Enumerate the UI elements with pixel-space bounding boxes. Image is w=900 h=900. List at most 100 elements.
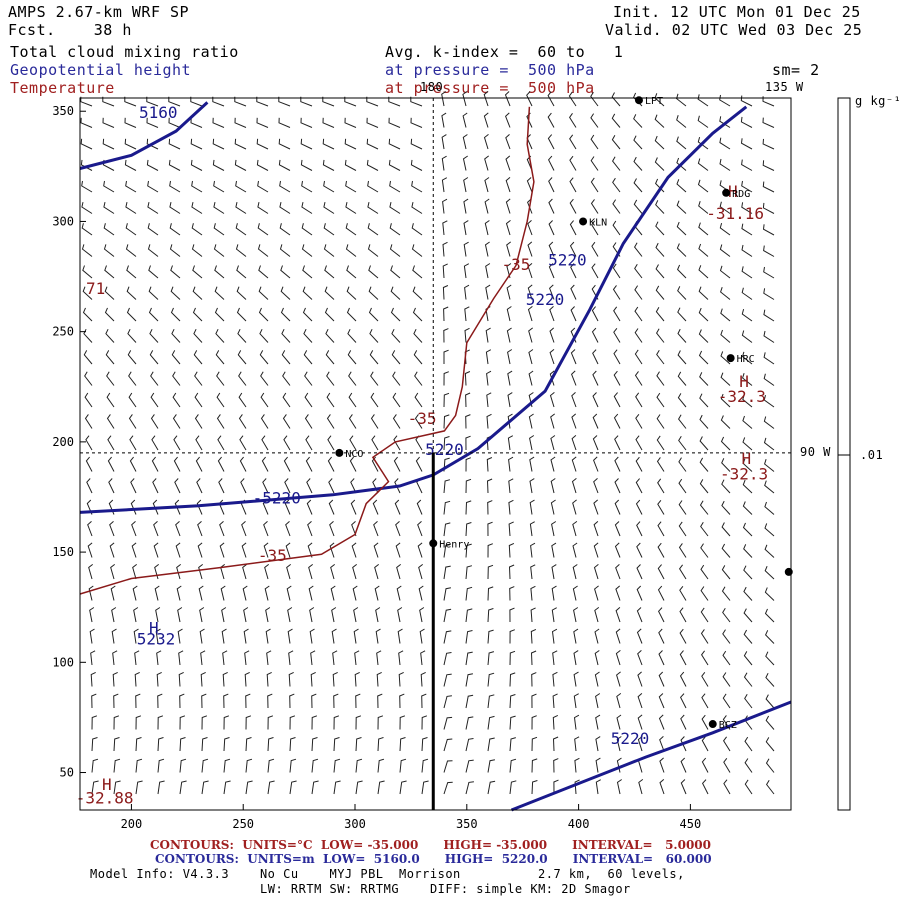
wind-barb xyxy=(129,456,137,472)
wind-barb xyxy=(721,586,731,601)
wind-barb xyxy=(132,564,138,580)
wind-barb xyxy=(350,478,357,494)
wind-barb xyxy=(285,521,291,537)
wind-barb xyxy=(310,671,316,687)
wind-barb xyxy=(156,671,162,687)
wind-barb xyxy=(744,779,753,795)
wind-barb xyxy=(278,138,291,150)
wind-barb xyxy=(214,265,225,279)
wind-barb xyxy=(257,244,269,257)
wind-barb xyxy=(616,671,621,687)
wind-barb xyxy=(592,413,599,429)
wind-barb xyxy=(634,306,643,322)
height-contour xyxy=(79,101,209,170)
wind-barb xyxy=(390,265,401,279)
wind-barb xyxy=(113,737,120,752)
wind-barb xyxy=(678,543,687,558)
wind-barb xyxy=(323,223,335,236)
wind-barb xyxy=(90,650,96,666)
wind-barb xyxy=(680,736,687,752)
wind-barb xyxy=(679,650,687,666)
wind-barb xyxy=(148,307,159,322)
wind-barb xyxy=(697,115,709,128)
wind-barb xyxy=(413,328,423,343)
wind-barb xyxy=(719,94,731,107)
wind-barb xyxy=(741,223,753,236)
wind-barb xyxy=(764,544,775,558)
model-title: AMPS 2.67-km WRF SP xyxy=(8,3,190,21)
wind-barb xyxy=(280,307,291,322)
wind-barb xyxy=(300,138,313,150)
wind-barb xyxy=(169,223,181,236)
wind-barb xyxy=(370,392,379,408)
wind-barb xyxy=(443,716,453,730)
wind-barb xyxy=(763,309,775,322)
wind-barb xyxy=(594,585,599,601)
wind-barb xyxy=(508,521,514,537)
temp-label: 71 xyxy=(86,279,105,298)
wind-barb xyxy=(635,499,643,515)
wind-barb xyxy=(465,673,473,687)
wind-barb xyxy=(394,478,401,494)
temp-label: -35 xyxy=(502,255,531,274)
wind-barb xyxy=(266,650,272,666)
wind-barb xyxy=(614,521,621,537)
wind-barb xyxy=(442,241,448,257)
wind-barb xyxy=(213,201,225,214)
wind-barb xyxy=(633,156,643,171)
wind-barb xyxy=(212,138,225,150)
wind-barb xyxy=(309,607,315,623)
wind-barb xyxy=(720,308,731,322)
wind-barb xyxy=(421,758,429,773)
wind-barb xyxy=(279,201,291,214)
wind-barb xyxy=(741,351,753,365)
wind-barb xyxy=(764,501,775,515)
wind-barb xyxy=(762,181,775,193)
wind-barb xyxy=(261,456,269,472)
colorbar xyxy=(837,97,851,811)
wind-barb xyxy=(614,456,621,472)
wind-barb xyxy=(112,671,118,687)
wind-barb xyxy=(527,306,533,322)
wind-barb xyxy=(483,91,489,107)
init-time: Init. 12 UTC Mon 01 Dec 25 xyxy=(613,3,861,21)
wind-barb xyxy=(355,693,361,709)
axis-ticks: 200 250 300 350 400 450 350 300 250 200 150 100 50 xyxy=(52,104,701,831)
wind-barb xyxy=(743,651,753,666)
wind-barb xyxy=(720,287,731,300)
wind-barb xyxy=(697,136,709,150)
wind-barb xyxy=(570,284,577,300)
wind-barbs xyxy=(80,91,775,795)
wind-barb xyxy=(509,586,515,601)
station-dot xyxy=(784,567,793,576)
wind-barb xyxy=(306,499,313,515)
wind-barb xyxy=(465,543,472,558)
wind-barb xyxy=(547,112,555,128)
wind-barb xyxy=(677,264,687,279)
wind-barb xyxy=(82,286,93,300)
wind-barb xyxy=(345,180,357,193)
wind-barb xyxy=(528,413,534,429)
wind-barb xyxy=(569,177,577,193)
wind-barb xyxy=(463,177,469,193)
wind-barb xyxy=(267,715,274,730)
wind-barb xyxy=(289,693,295,709)
wind-barb xyxy=(391,350,401,365)
wind-barb xyxy=(329,542,335,558)
wind-barb xyxy=(176,585,182,601)
wind-barb xyxy=(548,155,555,171)
wind-barb xyxy=(616,779,622,795)
wind-barb xyxy=(197,542,203,558)
wind-barb xyxy=(390,307,401,322)
wind-barb xyxy=(699,372,709,386)
wind-barb xyxy=(245,737,252,752)
station-label: NCO xyxy=(345,449,363,460)
wind-barb xyxy=(104,265,115,279)
wind-barb xyxy=(656,457,665,472)
wind-barb xyxy=(201,693,207,709)
wind-barb xyxy=(463,241,469,257)
wind-barb xyxy=(177,607,183,623)
wind-barb xyxy=(280,265,291,279)
wind-barb xyxy=(368,307,379,322)
wind-barb xyxy=(105,328,115,343)
